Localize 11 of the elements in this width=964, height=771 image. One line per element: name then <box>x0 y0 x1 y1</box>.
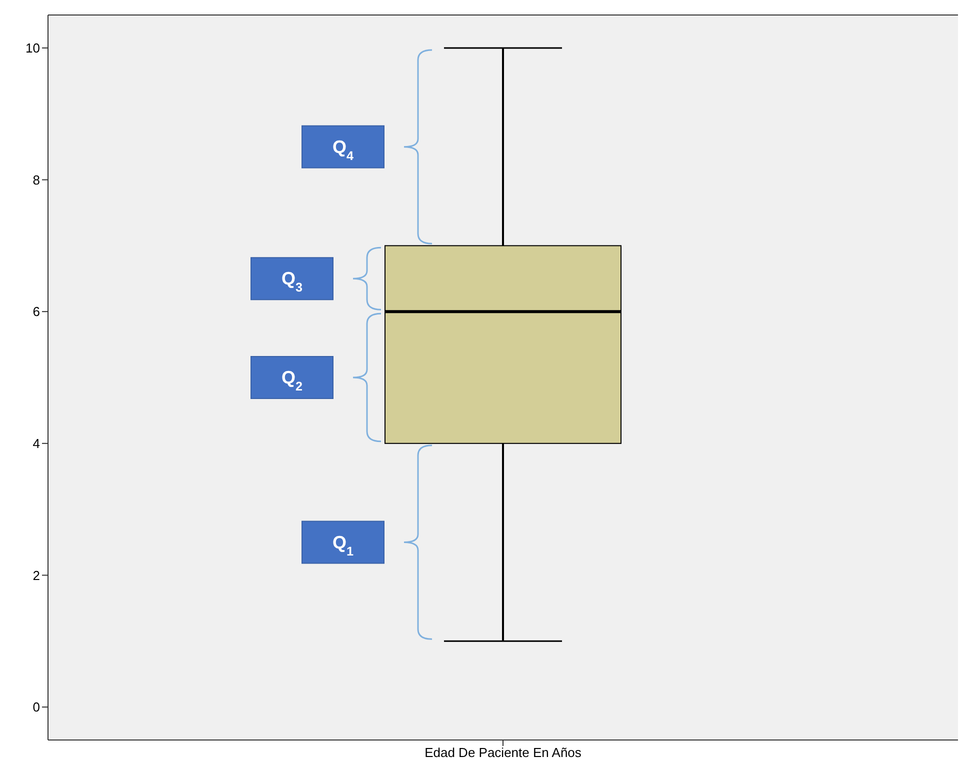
y-tick-label: 2 <box>32 568 40 583</box>
y-tick-label: 6 <box>32 304 40 320</box>
annotation: Q$_{1}$ <box>332 532 354 558</box>
annotation: Q$_{3}$ <box>281 268 303 295</box>
y-tick-label: 4 <box>32 436 40 452</box>
y-tick-label: 8 <box>32 172 40 188</box>
x-tick-label: Edad De Paciente En Años <box>424 745 582 760</box>
annotation: Q$_{2}$ <box>281 368 303 394</box>
y-tick-label: 10 <box>26 40 40 56</box>
annotation: Q$_{4}$ <box>332 136 354 163</box>
y-tick-label: 0 <box>32 700 40 715</box>
